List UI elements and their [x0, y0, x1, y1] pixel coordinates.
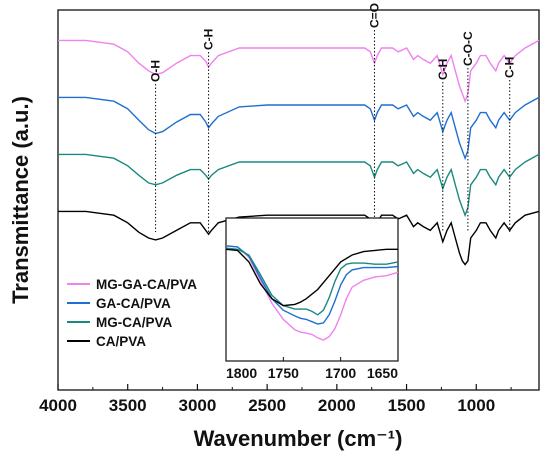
- inset-tick-label-2: 1700: [325, 365, 356, 381]
- inset-frame: [225, 217, 399, 362]
- annotation-label-4: C-O-C: [461, 31, 475, 66]
- annotation-label-2: C=O: [367, 3, 381, 28]
- inset-series-line-1: [225, 245, 399, 325]
- x-tick-label-0: 4000: [39, 396, 77, 415]
- annotation-lines: [155, 30, 511, 232]
- annotation-label-3: C-H: [436, 59, 450, 80]
- legend-label-3: CA/PVA: [96, 334, 146, 349]
- y-axis-title: Transmittance (a.u.): [8, 96, 33, 304]
- series-line-2: [58, 153, 540, 218]
- annotation-label-0: O-H: [149, 60, 163, 82]
- annotation-label-5: C-H: [503, 57, 517, 78]
- legend: MG-GA-CA/PVA GA-CA/PVA MG-CA/PVA CA/PVA: [67, 277, 197, 349]
- x-tick-label-1: 3500: [109, 396, 147, 415]
- annotation-labels: O-H C-H C=O C-H C-O-C C-H: [149, 3, 517, 82]
- series-line-1: [58, 96, 540, 161]
- legend-label-2: MG-CA/PVA: [96, 315, 172, 330]
- x-tick-label-4: 2000: [318, 396, 356, 415]
- inset-tick-label-0: 1800: [226, 365, 257, 381]
- annotation-label-1: C-H: [202, 29, 216, 50]
- plot-frame: [57, 9, 540, 391]
- x-axis-title: Wavenumber (cm⁻¹): [194, 426, 403, 451]
- inset-tick-label-1: 1750: [268, 365, 299, 381]
- x-axis-ticks: 4000 3500 3000 2500 2000 1500 1000: [39, 384, 512, 415]
- inset-x-ticks: 1800 1750 1700 1650: [225, 357, 399, 381]
- inset-series-line-2: [225, 247, 399, 316]
- series-line-0: [58, 39, 540, 104]
- inset-chart: 1800 1750 1700 1650: [225, 217, 399, 381]
- x-tick-label-2: 3000: [179, 396, 217, 415]
- main-series-group: [58, 39, 540, 266]
- inset-tick-label-3: 1650: [367, 365, 398, 381]
- x-tick-label-3: 2500: [248, 396, 286, 415]
- legend-label-0: MG-GA-CA/PVA: [96, 277, 197, 292]
- x-tick-label-5: 1500: [388, 396, 426, 415]
- legend-label-1: GA-CA/PVA: [96, 296, 171, 311]
- inset-series-line-3: [225, 248, 398, 307]
- inset-series-group: [225, 245, 399, 341]
- x-tick-label-6: 1000: [457, 396, 495, 415]
